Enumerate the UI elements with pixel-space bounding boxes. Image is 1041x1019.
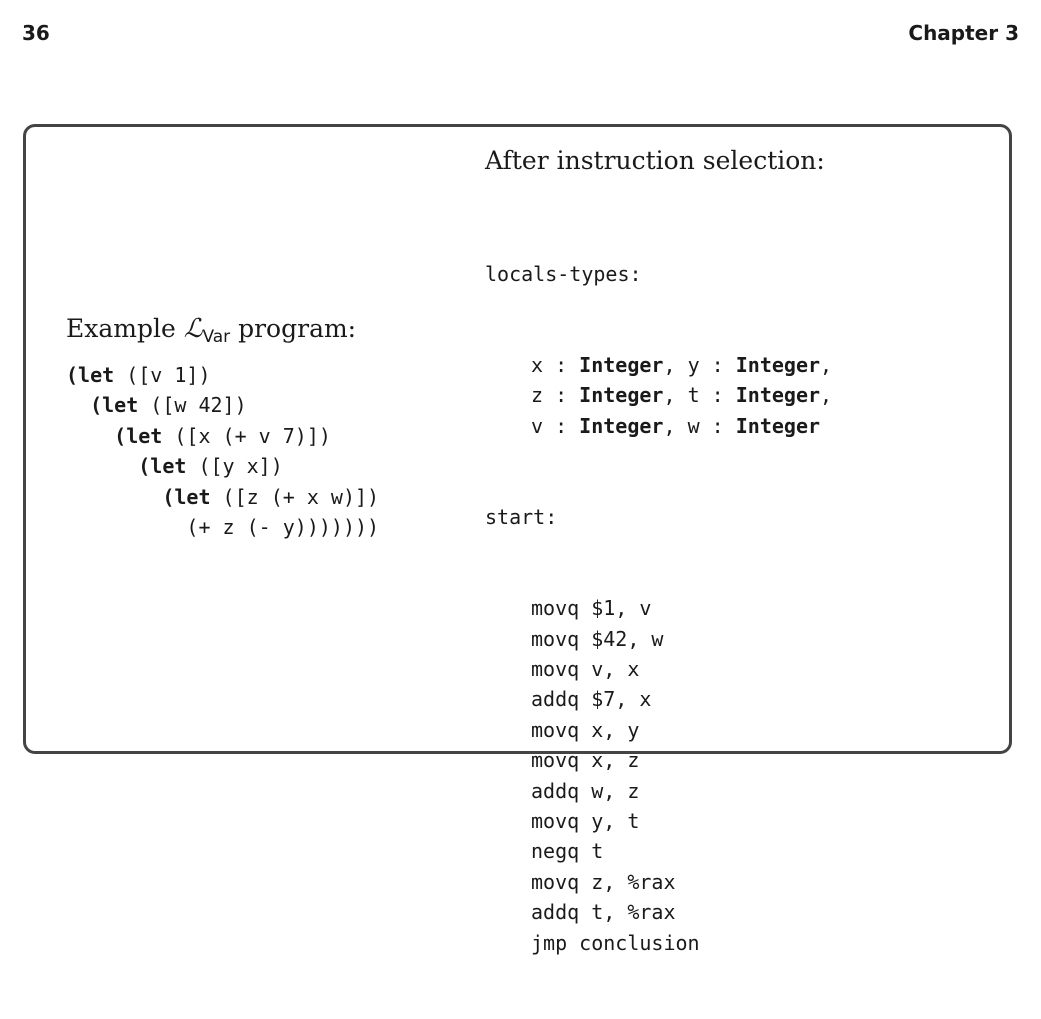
figure-frame — [23, 124, 1012, 754]
variable-name: w — [687, 413, 700, 438]
instruction-text: movq v, x — [531, 656, 640, 681]
let-keyword: (let — [114, 423, 163, 448]
type-name: Integer — [579, 383, 664, 408]
source-program-caption: Example ℒVar program: — [66, 312, 379, 347]
comma-separator: , — [663, 383, 688, 408]
instruction-text: addq $7, x — [531, 687, 652, 712]
start-label: start: — [485, 505, 558, 529]
instruction-line: movq z, %rax — [485, 867, 832, 897]
type-name: Integer — [735, 353, 821, 378]
chapter-heading: Chapter 3 — [908, 21, 1019, 45]
instruction-line: jmp conclusion — [485, 928, 832, 958]
locals-type-line: v : Integer, w : Integer — [485, 411, 832, 441]
program-expression: ([v 1]) — [114, 363, 211, 387]
instruction-line: movq v, x — [485, 654, 832, 684]
locals-types-label: locals-types: — [485, 261, 642, 286]
instruction-text: addq w, z — [531, 778, 640, 803]
instruction-line: addq $7, x — [485, 684, 832, 714]
program-line: (let ([y x]) — [66, 451, 379, 481]
locals-type-line: x : Integer, y : Integer, — [485, 350, 832, 380]
program-line: (let ([w 42]) — [66, 390, 379, 420]
variable-name: z — [531, 383, 544, 408]
instruction-text: movq x, z — [531, 748, 640, 773]
instruction-line: movq x, z — [485, 745, 832, 775]
instruction-line: movq y, t — [485, 806, 832, 836]
type-name: Integer — [579, 413, 664, 438]
instruction-line: movq x, y — [485, 715, 832, 745]
instruction-text: addq t, %rax — [531, 900, 676, 925]
program-expression: ([z (+ x w)]) — [210, 484, 380, 509]
caption-suffix: program: — [230, 314, 357, 343]
source-program-panel: Example ℒVar program: (let ([v 1]) (let … — [66, 312, 379, 542]
locals-type-line: z : Integer, t : Integer, — [485, 380, 832, 410]
program-indent — [66, 393, 90, 417]
comma-separator: , — [663, 413, 688, 438]
program-expression: (+ z (- y))))))) — [186, 514, 380, 539]
type-separator: : — [699, 353, 736, 378]
variable-name: y — [687, 353, 700, 378]
program-expression: ([y x]) — [186, 454, 283, 479]
program-line: (let ([z (+ x w)]) — [66, 482, 379, 512]
comma-separator: , — [663, 353, 688, 378]
instruction-line: addq w, z — [485, 776, 832, 806]
instruction-text: negq t — [531, 839, 604, 864]
type-separator: : — [543, 383, 580, 408]
program-indent — [66, 424, 114, 448]
let-keyword: (let — [162, 484, 211, 509]
let-keyword: (let — [90, 393, 139, 418]
page-number: 36 — [22, 21, 50, 45]
locals-types-list: x : Integer, y : Integer, z : Integer, t … — [485, 350, 832, 441]
instruction-text: jmp conclusion — [531, 930, 700, 955]
instruction-line: addq t, %rax — [485, 897, 832, 927]
instruction-text: movq $42, w — [531, 626, 664, 651]
type-separator: : — [543, 353, 580, 378]
let-keyword: (let — [138, 454, 187, 479]
type-name: Integer — [735, 413, 821, 438]
language-subscript: Var — [202, 327, 231, 347]
instruction-line: movq $42, w — [485, 624, 832, 654]
instruction-text: movq y, t — [531, 808, 640, 833]
type-separator: : — [699, 383, 736, 408]
program-indent — [66, 515, 186, 539]
type-name: Integer — [735, 383, 821, 408]
instruction-text: movq x, y — [531, 717, 640, 742]
instruction-text: movq z, %rax — [531, 869, 676, 894]
selected-instructions-panel: After instruction selection: locals-type… — [485, 144, 832, 1019]
source-program-code: (let ([v 1]) (let ([w 42]) (let ([x (+ v… — [66, 360, 379, 542]
instruction-selection-caption: After instruction selection: — [485, 146, 825, 175]
variable-name: t — [687, 383, 700, 408]
instruction-line: movq $1, v — [485, 593, 832, 623]
variable-name: x — [531, 353, 544, 378]
instruction-line: negq t — [485, 836, 832, 866]
program-indent — [66, 454, 138, 478]
instruction-list: movq $1, v movq $42, w movq v, x addq $7, x… — [485, 593, 832, 958]
program-line: (+ z (- y))))))) — [66, 512, 379, 542]
language-script-letter: ℒ — [183, 314, 203, 344]
program-expression: ([w 42]) — [138, 393, 247, 418]
variable-name: v — [531, 413, 544, 438]
program-indent — [66, 485, 162, 509]
program-expression: ([x (+ v 7)]) — [162, 423, 331, 448]
let-keyword: (let — [66, 363, 115, 387]
type-separator: : — [543, 413, 580, 438]
line-end: , — [820, 353, 833, 378]
instruction-text: movq $1, v — [531, 596, 652, 621]
program-line: (let ([x (+ v 7)]) — [66, 421, 379, 451]
type-name: Integer — [579, 353, 664, 378]
x86-code-block: locals-types: x : Integer, y : Integer, z… — [485, 198, 832, 1019]
program-line: (let ([v 1]) — [66, 360, 379, 390]
line-end: , — [820, 383, 833, 408]
caption-prefix: Example — [66, 314, 184, 343]
type-separator: : — [699, 413, 736, 438]
